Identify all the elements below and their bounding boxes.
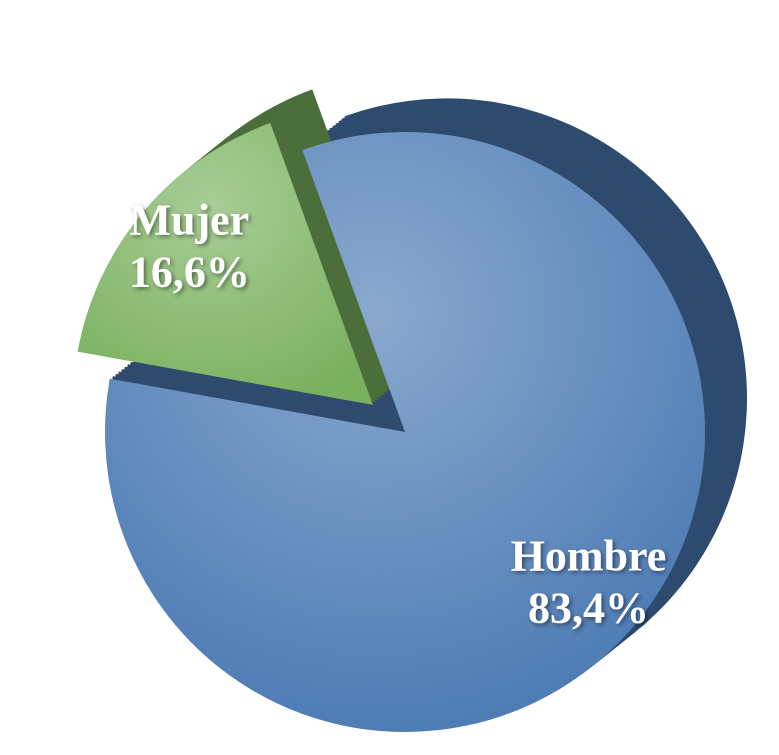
slice-value-label: 83,4%	[528, 584, 649, 633]
slice-faces	[77, 123, 706, 733]
slice-value-label: 16,6%	[129, 247, 250, 296]
slice-label: Mujer	[129, 195, 249, 244]
slice-highlight	[77, 123, 373, 405]
slice-highlight	[105, 131, 706, 733]
slice-label: Hombre	[511, 532, 667, 581]
